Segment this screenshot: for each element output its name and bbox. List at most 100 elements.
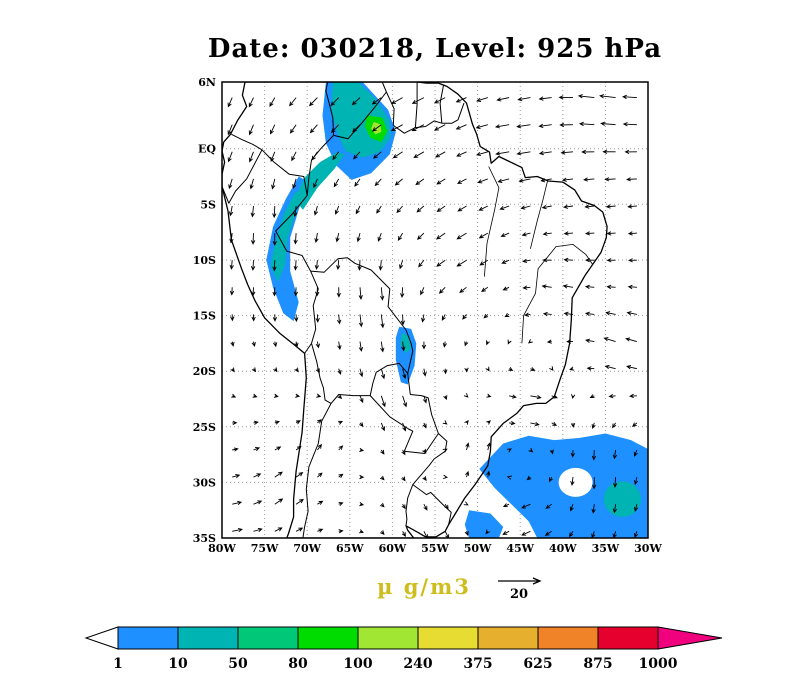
wind-arrow (402, 422, 407, 432)
wind-arrow (248, 97, 254, 108)
wind-arrow (230, 341, 235, 347)
map-frame (221, 81, 649, 539)
wind-arrow (483, 313, 489, 319)
wind-arrow (436, 178, 446, 185)
wind-arrow (626, 177, 637, 182)
wind-arrow (232, 420, 238, 426)
river (530, 180, 548, 249)
wind-arrow (591, 504, 596, 514)
wind-arrow (335, 232, 340, 243)
wind-arrow (357, 260, 362, 271)
wind-arrow (441, 314, 446, 321)
wind-arrow (359, 368, 364, 378)
shaded-region (266, 176, 309, 322)
wind-arrow (358, 287, 363, 301)
wind-arrow (272, 287, 277, 297)
wind-arrow (420, 287, 425, 296)
wind-arrow (541, 284, 552, 289)
country-border (330, 394, 371, 404)
country-border (439, 85, 444, 124)
wind-arrow (475, 124, 488, 129)
wind-arrow (624, 149, 637, 155)
wind-arrow (401, 449, 406, 456)
wind-arrow (356, 232, 361, 243)
wind-arrow (251, 314, 256, 322)
wind-arrow (422, 395, 428, 404)
wind-arrow (546, 339, 552, 344)
wind-arrow (338, 501, 344, 507)
wind-arrow (521, 503, 531, 509)
wind-arrow (230, 367, 235, 373)
x-tick-label: 60W (379, 542, 407, 555)
wind-arrow (622, 122, 637, 127)
wind-arrow (293, 260, 298, 271)
x-tick-label: 45W (506, 542, 534, 555)
concentration-shading-layer (266, 82, 648, 538)
wind-arrow (289, 97, 297, 107)
wind-arrow (253, 420, 259, 425)
wind-arrow (332, 151, 340, 161)
y-tick-label: 25S (193, 421, 216, 434)
wind-arrow (337, 368, 342, 375)
country-border (412, 433, 448, 485)
wind-arrow (522, 285, 531, 290)
wind-arrow (291, 151, 297, 162)
country-border (304, 343, 312, 354)
x-tick-label: 40W (549, 542, 577, 555)
wind-arrow (444, 503, 449, 510)
wind-arrow (317, 500, 324, 505)
wind-arrow (584, 284, 595, 289)
wind-arrow (591, 422, 596, 429)
wind-arrow (438, 286, 446, 294)
wind-arrow (253, 473, 262, 478)
wind-arrow (380, 422, 386, 432)
shaded-region (603, 481, 642, 517)
wind-arrow (272, 233, 277, 246)
y-tick-label: EQ (198, 143, 216, 156)
wind-arrow (314, 233, 319, 244)
wind-arrow (476, 151, 488, 157)
wind-arrow (396, 205, 403, 214)
wind-arrow (402, 395, 408, 408)
wind-arrow (390, 124, 403, 132)
wind-arrow (508, 366, 514, 372)
wind-arrow (518, 178, 531, 183)
colorbar-over-arrow (657, 626, 723, 650)
wind-arrow (530, 367, 536, 372)
wind-arrow (516, 124, 531, 129)
country-border (302, 403, 332, 538)
wind-arrow (481, 286, 489, 292)
wind-arrow (317, 419, 322, 424)
wind-arrow (464, 367, 469, 373)
wind-arrow (380, 395, 386, 408)
wind-arrow (457, 205, 467, 212)
wind-arrow (294, 314, 299, 323)
wind-arrow (578, 121, 595, 127)
wind-arrow (400, 287, 405, 299)
colorbar-level-label: 875 (583, 656, 612, 672)
wind-arrow (248, 124, 254, 136)
wind-arrow (563, 257, 574, 263)
colorbar-segment (357, 626, 419, 650)
wind-arrow (538, 96, 552, 101)
wind-arrow (464, 341, 469, 347)
wind-arrow (400, 314, 406, 326)
wind-arrow (272, 205, 277, 219)
wind-arrow (313, 205, 319, 216)
wind-arrow (309, 124, 318, 134)
wind-arrow (227, 97, 233, 108)
wind-arrow (422, 422, 427, 429)
wind-arrow (351, 97, 361, 106)
wind-arrow (455, 97, 467, 103)
wind-arrow (613, 477, 618, 488)
wind-arrow (569, 531, 574, 538)
wind-arrow (562, 284, 574, 289)
wind-arrow (378, 260, 383, 271)
wind-arrow (269, 97, 276, 108)
wind-arrow (273, 393, 279, 398)
wind-arrow (293, 205, 298, 218)
country-border (405, 484, 414, 526)
wind-arrow (589, 394, 595, 399)
y-tick-label: 6N (198, 76, 216, 89)
wind-arrow (422, 368, 427, 377)
